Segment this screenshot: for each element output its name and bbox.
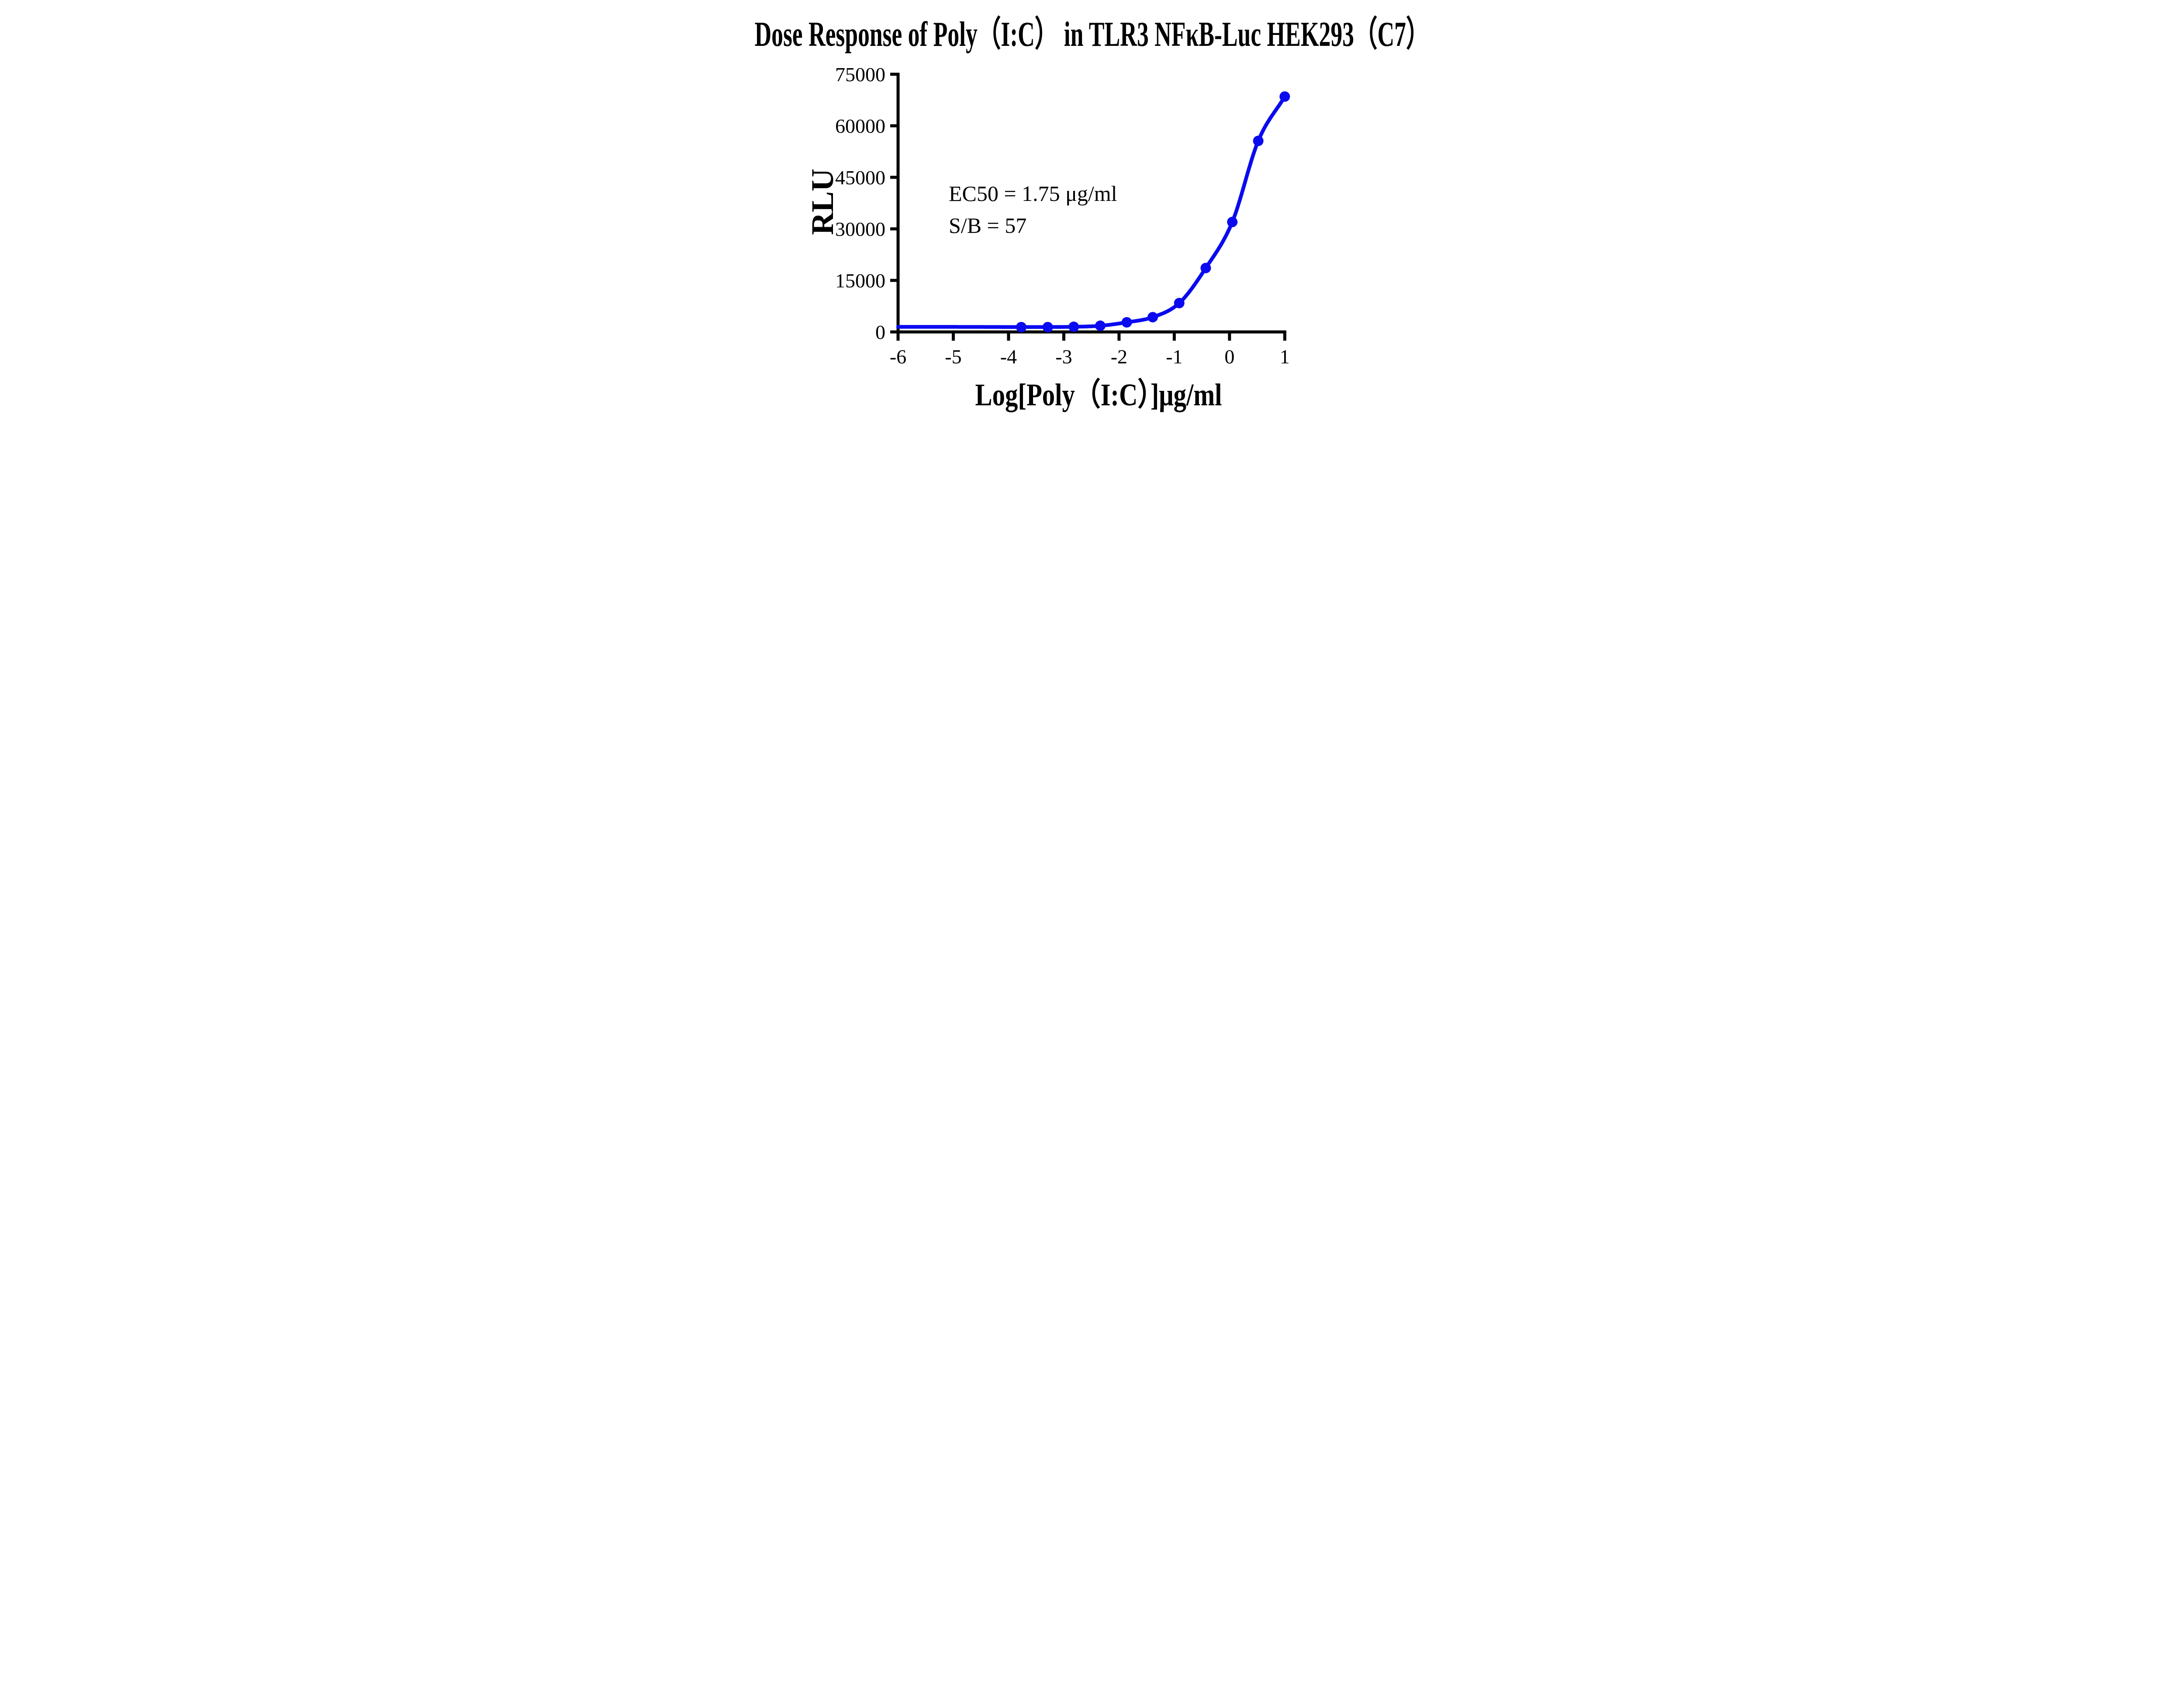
ec50-annotation: EC50 = 1.75 μg/ml bbox=[949, 181, 1117, 206]
y-tick-label: 0 bbox=[875, 321, 885, 343]
x-tick-label: -1 bbox=[1166, 345, 1182, 368]
dose-response-chart: 0 15000 30000 45000 60000 75000 -6 -5 -4 -3 -2 -1 0 1… bbox=[732, 0, 1452, 421]
x-tick-label: 0 bbox=[1224, 345, 1234, 368]
data-point bbox=[1095, 320, 1106, 331]
x-tick-label: -2 bbox=[1110, 345, 1127, 368]
x-tick-label: 1 bbox=[1279, 345, 1289, 368]
data-point bbox=[1200, 262, 1211, 273]
data-point bbox=[1147, 312, 1158, 323]
data-point bbox=[1253, 135, 1264, 146]
sb-annotation: S/B = 57 bbox=[949, 213, 1026, 238]
data-point bbox=[1121, 317, 1132, 328]
data-point bbox=[1174, 297, 1185, 308]
y-tick-label: 75000 bbox=[835, 63, 885, 86]
x-tick-label: -5 bbox=[945, 345, 961, 368]
data-point bbox=[1227, 217, 1237, 228]
x-tick-label: -4 bbox=[1000, 345, 1016, 368]
x-tick-label: -3 bbox=[1055, 345, 1072, 368]
y-tick-label: 15000 bbox=[835, 269, 885, 292]
axes: 0 15000 30000 45000 60000 75000 -6 -5 -4 -3 -2 -1 0 1 bbox=[835, 63, 1290, 368]
figure: 0 15000 30000 45000 60000 75000 -6 -5 -4 -3 -2 -1 0 1… bbox=[732, 0, 1452, 421]
data-point bbox=[1016, 322, 1026, 332]
y-tick-label: 45000 bbox=[835, 166, 885, 189]
data-points bbox=[1016, 91, 1290, 332]
x-tick-label: -6 bbox=[889, 345, 906, 368]
data-point bbox=[1279, 91, 1290, 102]
x-axis-label: Log[Poly（I:C）]μg/ml bbox=[975, 377, 1222, 412]
data-point bbox=[1068, 321, 1079, 332]
y-axis-label: RLU bbox=[805, 169, 840, 235]
fit-curve bbox=[896, 94, 1287, 329]
chart-title: Dose Response of Poly（I:C） in TLR3 NFκB-… bbox=[754, 15, 1429, 54]
data-point bbox=[1042, 322, 1053, 332]
y-tick-label: 60000 bbox=[835, 115, 885, 137]
y-tick-label: 30000 bbox=[835, 218, 885, 240]
